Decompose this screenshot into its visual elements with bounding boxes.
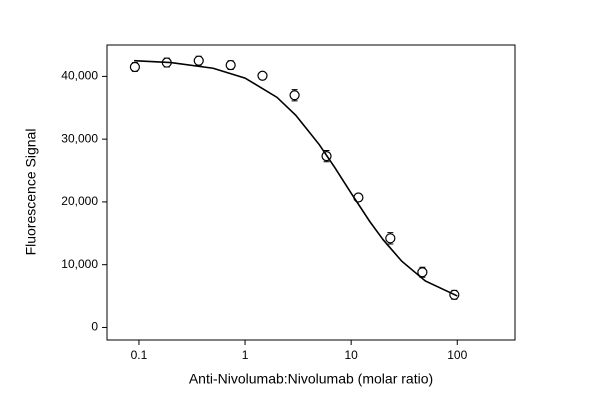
plot-frame bbox=[106, 44, 516, 341]
y-tick-label: 20,000 bbox=[61, 194, 98, 208]
data-point bbox=[225, 59, 236, 71]
y-tick-label: 30,000 bbox=[61, 131, 98, 145]
data-point bbox=[289, 90, 300, 101]
y-tick-label: 0 bbox=[91, 320, 98, 334]
x-tick-label: 1 bbox=[242, 348, 249, 362]
x-tick-label: 10 bbox=[344, 348, 358, 362]
x-tick-label: 100 bbox=[447, 348, 467, 362]
y-axis-title: Fluorescence Signal bbox=[23, 129, 39, 256]
x-tick-label: 0.1 bbox=[131, 348, 148, 362]
data-point bbox=[193, 55, 204, 66]
y-tick-label: 40,000 bbox=[61, 69, 98, 83]
data-point bbox=[257, 70, 268, 81]
data-point bbox=[417, 267, 428, 278]
data-point bbox=[385, 233, 396, 244]
fit-curve bbox=[134, 59, 458, 297]
x-axis-title: Anti-Nivolumab:Nivolumab (molar ratio) bbox=[189, 371, 433, 387]
data-point bbox=[129, 61, 140, 73]
y-tick-label: 10,000 bbox=[61, 257, 98, 271]
